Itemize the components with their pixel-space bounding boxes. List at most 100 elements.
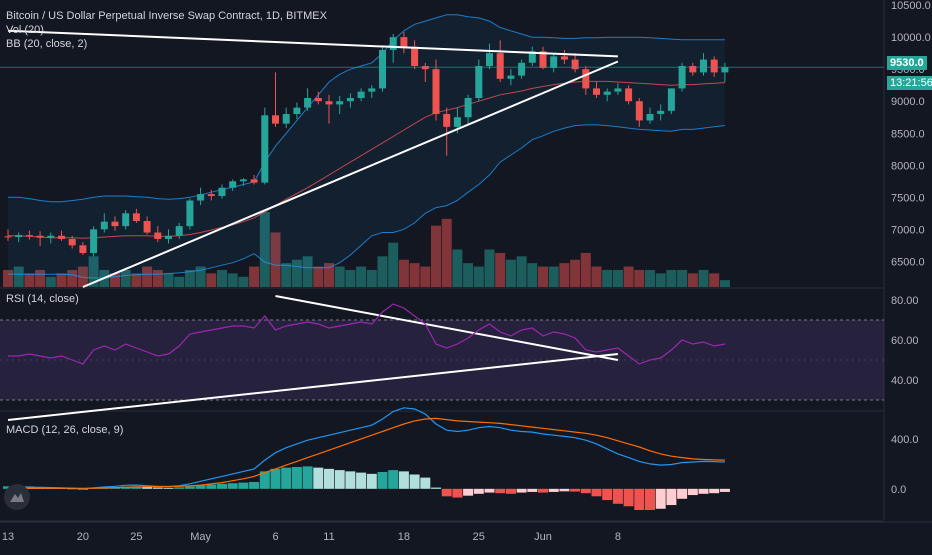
volume-bar [366, 269, 377, 287]
rsi-band [0, 319, 884, 401]
tradingview-logo-icon[interactable] [4, 484, 30, 510]
candle-body [325, 101, 333, 105]
candle-body [453, 117, 461, 127]
candle [111, 216, 119, 231]
volume-bar [324, 263, 334, 287]
bb-lower-line [8, 124, 725, 279]
candle-body [90, 229, 98, 254]
candle-body [411, 46, 419, 66]
volume-bar [110, 273, 120, 287]
vol-legend[interactable]: Vol (20) [6, 24, 44, 36]
macd-histogram-bar [441, 488, 452, 497]
volume-bar [217, 269, 227, 287]
macd-histogram-bar [655, 488, 666, 509]
macd-legend[interactable]: MACD (12, 26, close, 9) [6, 424, 124, 436]
candle-body [389, 37, 397, 50]
volume-bar [56, 273, 67, 287]
macd-tick-label: 400.0 [891, 434, 919, 446]
macd-histogram-bar [238, 482, 249, 489]
macd-histogram-bar [484, 488, 495, 493]
candle-body [486, 53, 493, 66]
volume-bar [249, 266, 260, 287]
macd-histogram-bar [709, 488, 720, 494]
volume-bar [570, 259, 581, 287]
candle [603, 88, 611, 102]
candle [357, 88, 365, 102]
macd-histogram-bar [366, 473, 377, 489]
volume-bar [548, 266, 559, 287]
candle [486, 43, 493, 70]
macd-histogram-bar [398, 471, 409, 489]
macd-histogram-bar [206, 484, 217, 489]
time-tick-label: 25 [473, 531, 485, 543]
candle-body [550, 56, 558, 68]
candle-body [528, 51, 536, 63]
macd-histogram-bar [270, 468, 281, 489]
candle [389, 33, 397, 63]
candle-body [507, 75, 515, 79]
macd-histogram-bar [666, 488, 677, 506]
candle-body [250, 179, 258, 183]
candle-body [25, 235, 33, 237]
macd-histogram-bar [473, 488, 484, 494]
candle [15, 232, 23, 243]
candle-body [700, 59, 707, 73]
macd-histogram-bar [677, 488, 688, 499]
rsi-trendline [7, 353, 619, 421]
volume-bar [527, 263, 538, 287]
volume-bar [698, 269, 709, 287]
volume-bar [580, 252, 591, 287]
macd-histogram-bar [687, 488, 698, 496]
macd-histogram-bar [259, 471, 270, 489]
volume-bar [666, 269, 677, 287]
candle-body [175, 226, 183, 236]
volume-bar [409, 263, 420, 287]
candle-body [197, 194, 205, 201]
symbol-title[interactable]: Bitcoin / US Dollar Perpetual Inverse Sw… [6, 10, 327, 22]
candle [657, 104, 665, 121]
macd-histogram-bar [570, 488, 581, 492]
time-tick-label: 18 [398, 531, 410, 543]
time-tick-label: 25 [130, 531, 142, 543]
rsi-legend[interactable]: RSI (14, close) [6, 293, 79, 305]
candle [528, 46, 536, 66]
signal-line [7, 417, 725, 490]
macd-histogram-bar [184, 486, 195, 489]
macd-histogram-bar [420, 477, 431, 489]
time-tick-label: 13 [2, 531, 14, 543]
volume-bar [67, 269, 78, 287]
volume-bar [591, 266, 602, 287]
candle [475, 59, 483, 102]
bb-legend[interactable]: BB (20, close, 2) [6, 38, 88, 50]
candle-body [261, 115, 269, 183]
volume-bar [313, 266, 324, 287]
candle-body [314, 98, 322, 102]
candle-body [100, 221, 108, 230]
macd-histogram-bar [623, 488, 634, 507]
candle [68, 235, 76, 249]
candle [325, 94, 333, 124]
candle [272, 72, 279, 127]
volume-bar [463, 263, 474, 287]
candle [175, 222, 183, 239]
candle-body [379, 49, 386, 89]
volume-bar [270, 232, 281, 287]
volume-bar [377, 256, 388, 287]
candle-body [603, 91, 611, 95]
countdown-tag: 13:21:56 [887, 76, 932, 90]
volume-bar [473, 266, 484, 287]
volume-bar [88, 256, 99, 287]
bb-basis-line [8, 80, 725, 239]
volume-bar [163, 273, 174, 287]
volume-bar [602, 269, 613, 287]
volume-bar [516, 256, 527, 287]
candle-body [229, 181, 237, 188]
volume-bar [388, 242, 399, 287]
candle-body [132, 213, 140, 222]
macd-histogram-bar [431, 487, 441, 489]
volume-bar [227, 273, 238, 287]
macd-histogram-bar [495, 488, 506, 494]
macd-histogram-bar [602, 488, 613, 501]
